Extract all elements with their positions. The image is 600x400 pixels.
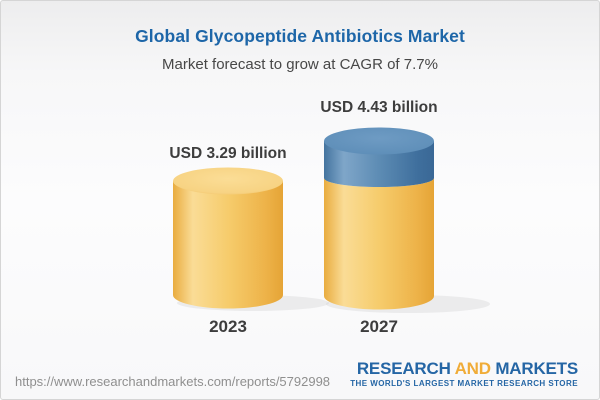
logo-word-and: AND [454,359,491,378]
logo-tagline: THE WORLD'S LARGEST MARKET RESEARCH STOR… [350,379,578,388]
footer: https://www.researchandmarkets.com/repor… [1,347,599,399]
logo-word-research: RESEARCH [356,359,451,378]
page-subtitle: Market forecast to grow at CAGR of 7.7% [162,56,438,73]
logo-wordmark: RESEARCH AND MARKETS [350,360,578,377]
value-label-2023: USD 3.29 billion [169,145,286,162]
year-label-2027: 2027 [360,317,398,336]
logo-word-markets: MARKETS [495,359,578,378]
year-label-2023: 2023 [209,317,247,336]
bar-2023-cylinder [173,167,283,309]
chart-header: Global Glycopeptide Antibiotics Market M… [1,26,599,73]
report-url: https://www.researchandmarkets.com/repor… [15,374,331,389]
bar-2027-cylinder [324,127,434,310]
value-label-2027: USD 4.43 billion [320,99,437,116]
research-and-markets-logo: RESEARCH AND MARKETS THE WORLD'S LARGEST… [350,360,578,388]
page-title: Global Glycopeptide Antibiotics Market [135,26,465,46]
